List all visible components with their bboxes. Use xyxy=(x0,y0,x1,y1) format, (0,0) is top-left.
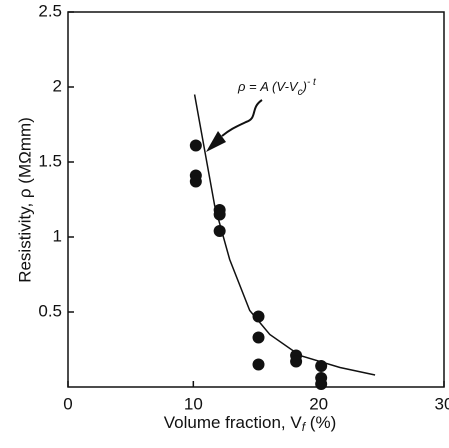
x-axis-label: Volume fraction, Vf (%) xyxy=(164,413,336,434)
annotation-arrow xyxy=(221,99,263,137)
arrow-head xyxy=(206,131,226,152)
data-point xyxy=(315,378,328,390)
y-axis-label: Resistivity, ρ (MΩmm) xyxy=(15,117,34,283)
x-tick-label: 0 xyxy=(63,394,72,413)
data-point xyxy=(252,331,265,344)
data-point xyxy=(290,355,303,368)
x-tick-label: 20 xyxy=(309,394,328,413)
x-label-main: Volume fraction, V xyxy=(164,413,303,432)
data-point xyxy=(315,360,328,372)
x-tick-label: 30 xyxy=(435,394,449,413)
annotation-main: ρ = A (V-V xyxy=(237,79,299,94)
data-point xyxy=(189,139,202,152)
x-label-sub: f xyxy=(302,420,307,434)
y-tick-label: 1.5 xyxy=(38,151,62,170)
y-tick-label: 2.5 xyxy=(38,1,62,20)
y-tick-label: 0.5 xyxy=(38,301,62,320)
y-tick-label: 1 xyxy=(53,226,62,245)
data-point xyxy=(252,358,265,371)
x-label-unit: (%) xyxy=(305,413,336,432)
data-point xyxy=(189,175,202,188)
annotation: ρ = A (V-Vc)- t xyxy=(237,77,317,98)
plot-frame xyxy=(67,11,445,388)
annotation-close: ) xyxy=(301,79,307,94)
annotation-sub: c xyxy=(298,87,303,98)
x-tick-label: 10 xyxy=(184,394,203,413)
y-tick-label: 2 xyxy=(53,76,62,95)
data-point xyxy=(213,225,226,237)
data-point xyxy=(252,310,265,323)
data-point xyxy=(213,208,226,221)
annotation-sup: - t xyxy=(307,77,317,88)
